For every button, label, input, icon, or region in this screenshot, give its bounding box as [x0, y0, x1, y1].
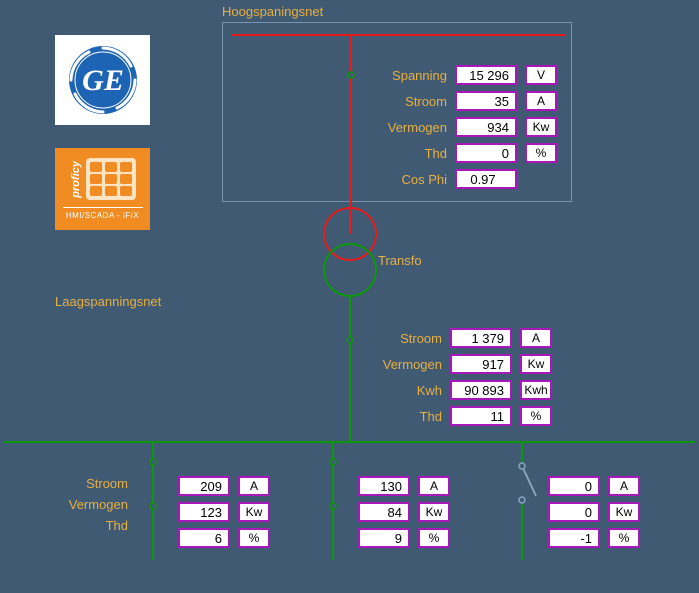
- value-vermogen: 934: [455, 117, 517, 137]
- unit-low-stroom: A: [520, 328, 552, 348]
- label-thd: Thd: [327, 146, 447, 161]
- branch3-stroom-unit: A: [608, 476, 640, 496]
- label-low-stroom: Stroom: [380, 331, 442, 346]
- branch1-thd-unit: %: [238, 528, 270, 548]
- branch2-thd: 9: [358, 528, 410, 548]
- label-low-kwh: Kwh: [380, 383, 442, 398]
- branch2-stroom-unit: A: [418, 476, 450, 496]
- low-vermogen-row: Vermogen 917 Kw: [380, 354, 552, 374]
- branch1-thd: 6: [178, 528, 230, 548]
- branch1-vermogen-unit: Kw: [238, 502, 270, 522]
- high-stroom-row: Stroom 35 A: [327, 91, 557, 111]
- value-low-stroom: 1 379: [450, 328, 512, 348]
- branch-labels: Stroom Vermogen Thd: [50, 470, 128, 539]
- value-low-thd: 11: [450, 406, 512, 426]
- value-low-vermogen: 917: [450, 354, 512, 374]
- ifix-grid-icon: [86, 158, 136, 200]
- ge-logo: GE: [55, 35, 150, 125]
- value-thd: 0: [455, 143, 517, 163]
- branch3-vermogen-unit: Kw: [608, 502, 640, 522]
- high-voltage-panel: Spanning 15 296 V Stroom 35 A Vermogen 9…: [222, 22, 572, 202]
- branch1-stroom: 209: [178, 476, 230, 496]
- label-vermogen: Vermogen: [327, 120, 447, 135]
- branch-2: 130 A 84 Kw 9%: [358, 470, 450, 554]
- unit-vermogen: Kw: [525, 117, 557, 137]
- ge-logo-icon: GE: [67, 44, 139, 116]
- branch-label-thd: Thd: [50, 518, 128, 533]
- low-totals-panel: Stroom 1 379 A Vermogen 917 Kw Kwh 90 89…: [380, 322, 552, 432]
- branch3-thd-unit: %: [608, 528, 640, 548]
- branch-1: 209 A 123 Kw 6%: [178, 470, 270, 554]
- branch1-stroom-unit: A: [238, 476, 270, 496]
- branch3-thd: -1: [548, 528, 600, 548]
- branch1-vermogen: 123: [178, 502, 230, 522]
- ifix-logo: proficy HMI/SCADA - iFIX: [55, 148, 150, 230]
- label-low-vermogen: Vermogen: [380, 357, 442, 372]
- branch-label-vermogen: Vermogen: [50, 497, 128, 512]
- unit-low-vermogen: Kw: [520, 354, 552, 374]
- high-thd-row: Thd 0 %: [327, 143, 557, 163]
- unit-low-kwh: Kwh: [520, 380, 552, 400]
- value-spanning: 15 296: [455, 65, 517, 85]
- value-low-kwh: 90 893: [450, 380, 512, 400]
- svg-text:GE: GE: [82, 64, 124, 97]
- label-stroom: Stroom: [327, 94, 447, 109]
- low-stroom-row: Stroom 1 379 A: [380, 328, 552, 348]
- unit-thd: %: [525, 143, 557, 163]
- title-hoogspanningsnet: Hoogspaningsnet: [222, 4, 323, 19]
- branch-label-stroom: Stroom: [50, 476, 128, 491]
- high-vermogen-row: Vermogen 934 Kw: [327, 117, 557, 137]
- branch2-stroom: 130: [358, 476, 410, 496]
- label-cosphi: Cos Phi: [327, 172, 447, 187]
- branch3-stroom: 0: [548, 476, 600, 496]
- unit-spanning: V: [525, 65, 557, 85]
- high-cosphi-row: Cos Phi 0.97: [327, 169, 557, 189]
- high-spanning-row: Spanning 15 296 V: [327, 65, 557, 85]
- low-thd-row: Thd 11 %: [380, 406, 552, 426]
- low-kwh-row: Kwh 90 893 Kwh: [380, 380, 552, 400]
- value-stroom: 35: [455, 91, 517, 111]
- label-low-thd: Thd: [380, 409, 442, 424]
- branch2-vermogen-unit: Kw: [418, 502, 450, 522]
- branch2-thd-unit: %: [418, 528, 450, 548]
- ifix-label: HMI/SCADA - iFIX: [66, 211, 139, 220]
- value-cosphi: 0.97: [455, 169, 517, 189]
- branch3-vermogen: 0: [548, 502, 600, 522]
- branch-3: 0A 0 Kw -1%: [548, 470, 640, 554]
- label-transfo: Transfo: [378, 253, 422, 268]
- unit-stroom: A: [525, 91, 557, 111]
- branch2-vermogen: 84: [358, 502, 410, 522]
- label-spanning: Spanning: [327, 68, 447, 83]
- unit-low-thd: %: [520, 406, 552, 426]
- title-laagspanningsnet: Laagspanningsnet: [55, 294, 161, 309]
